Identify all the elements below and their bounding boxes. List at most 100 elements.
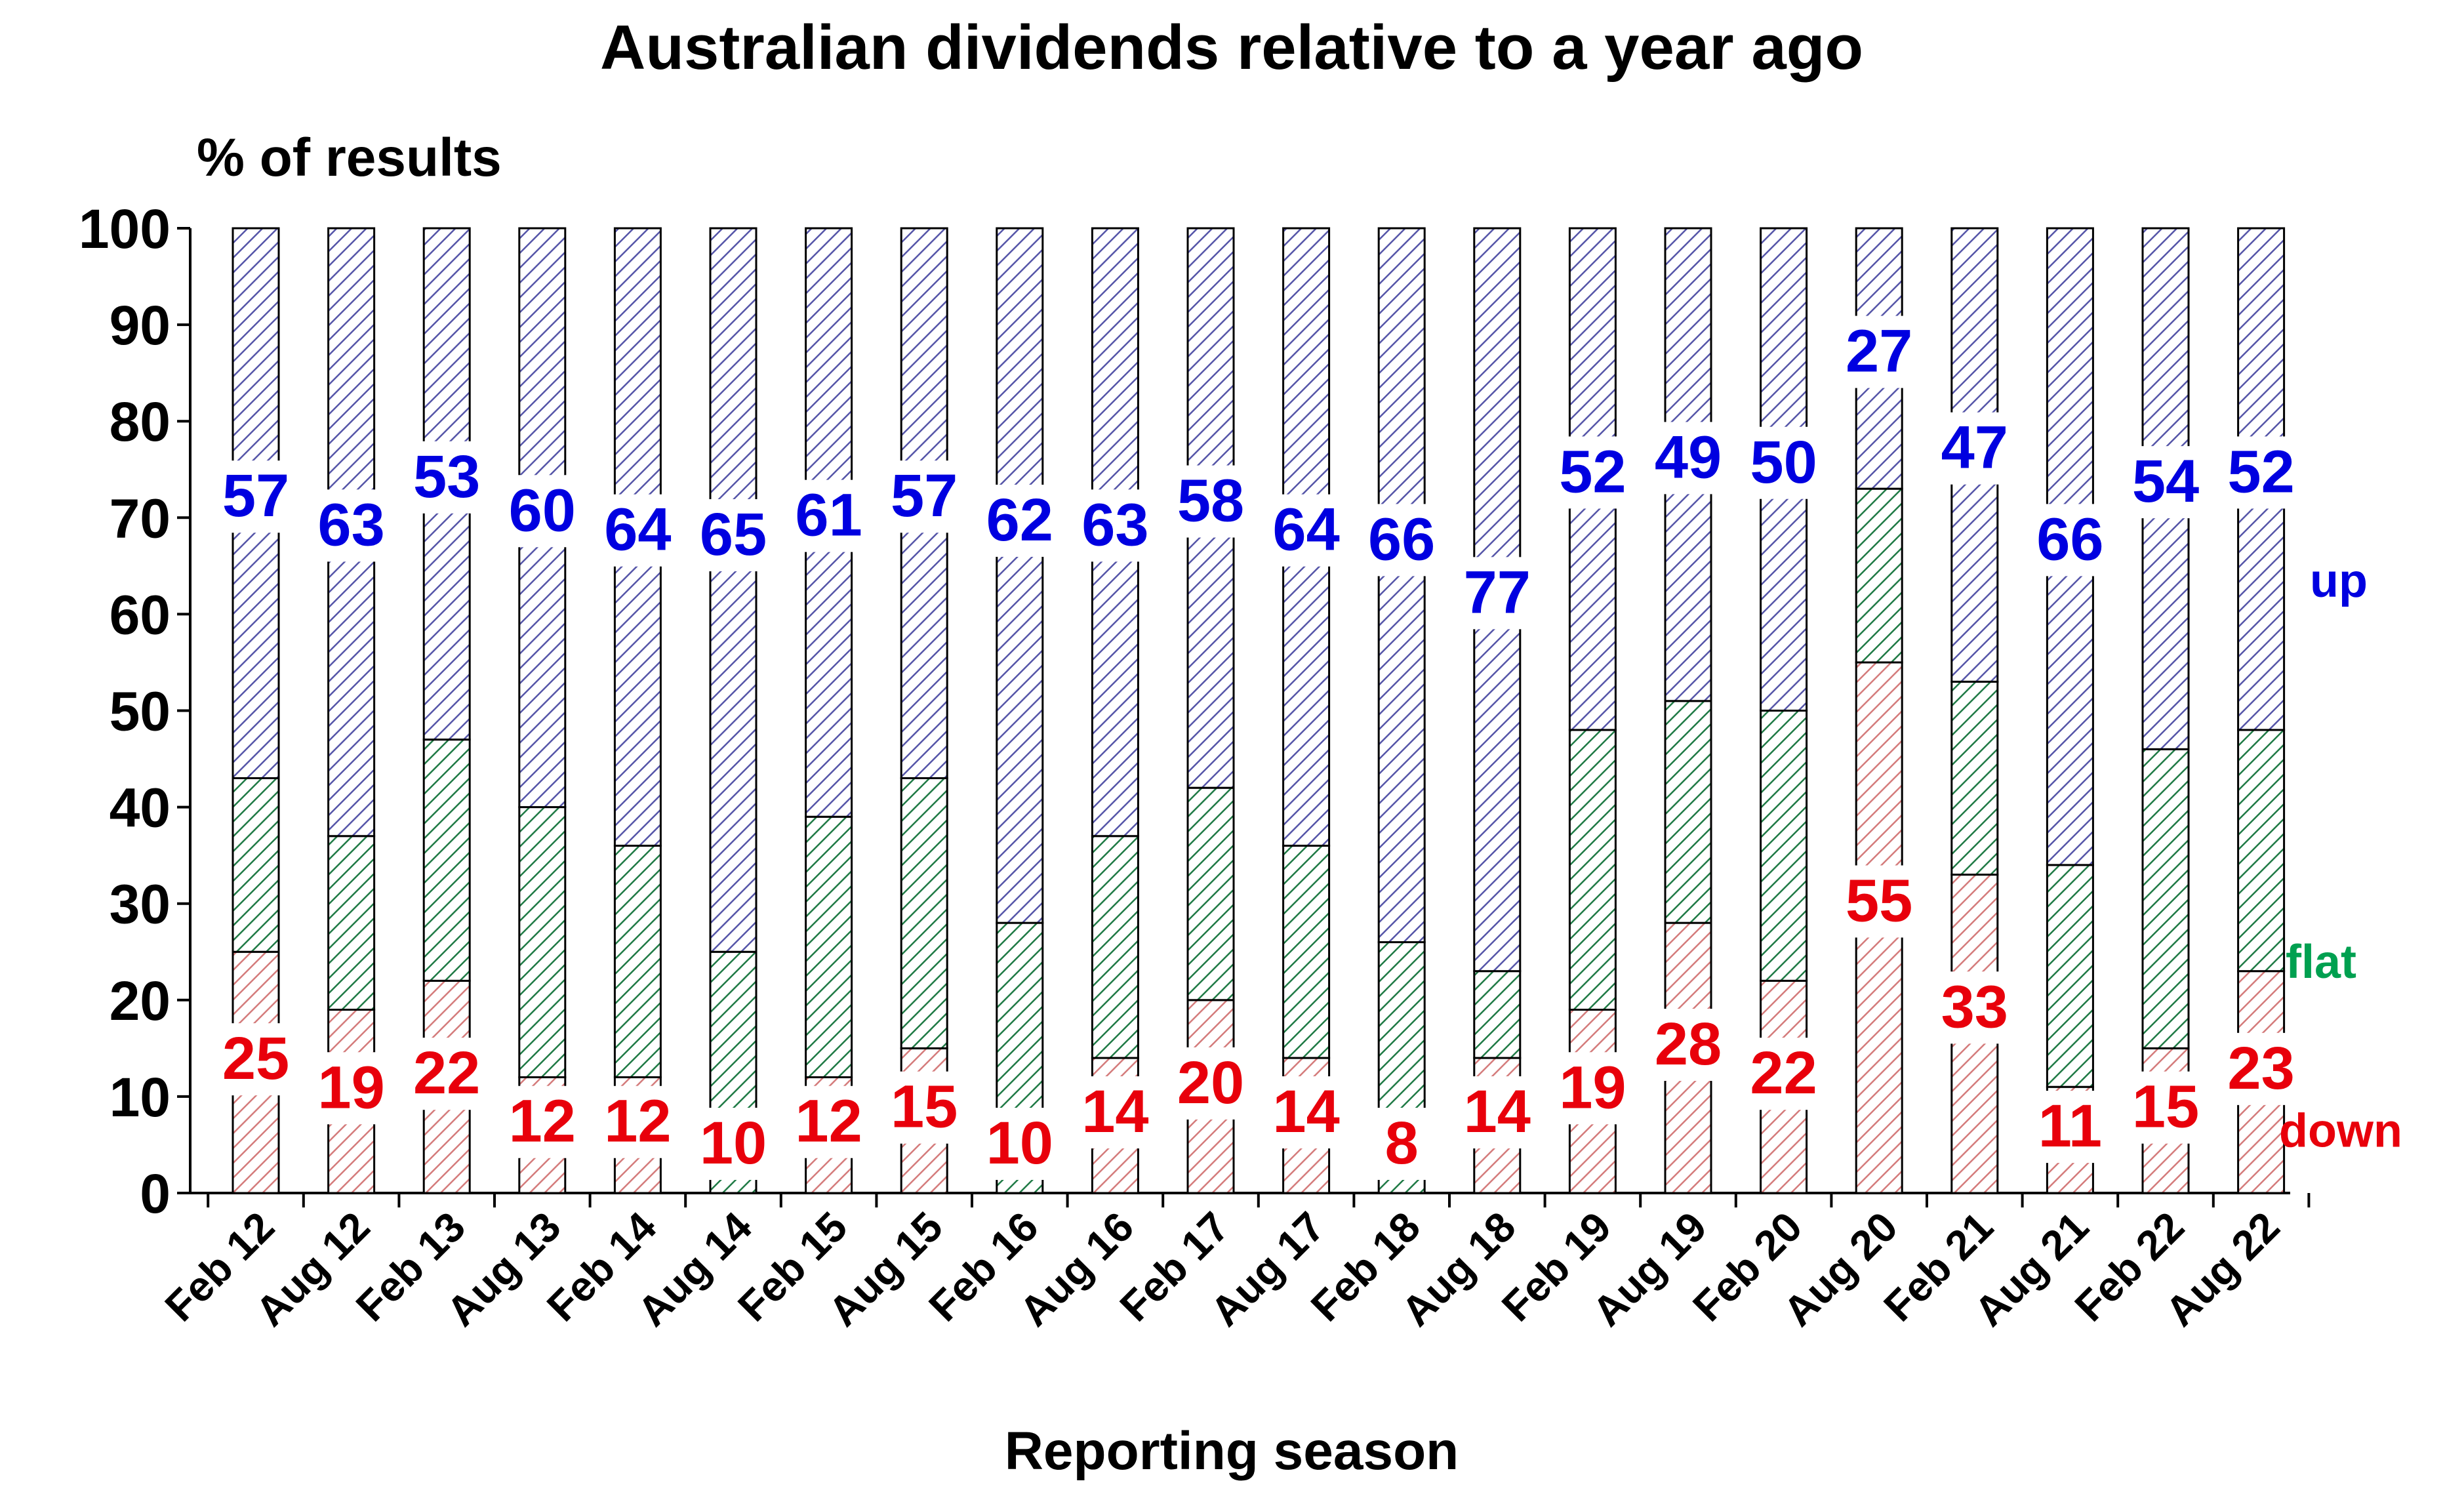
up-label-backing — [1540, 436, 1646, 509]
data-label-down: 10 — [700, 1110, 767, 1177]
data-label-down: 11 — [2038, 1093, 2102, 1160]
down-label-backing — [1827, 865, 1932, 938]
bar-flat — [1568, 729, 1617, 1011]
bar-flat — [1950, 680, 1999, 876]
x-axis-label: Reporting season — [1005, 1421, 1459, 1481]
bar-flat — [1091, 835, 1139, 1059]
down-label-backing — [967, 1108, 1072, 1180]
y-axis-label: % of results — [197, 128, 502, 188]
y-tick-label: 50 — [110, 681, 171, 742]
y-tick-label: 80 — [110, 391, 171, 453]
data-label-up: 54 — [2132, 448, 2199, 515]
down-label-backing — [1349, 1108, 1455, 1180]
down-label-backing — [2208, 1032, 2314, 1105]
data-label-up: 77 — [1464, 559, 1531, 626]
bar-flat — [2237, 729, 2286, 973]
data-label-down: 19 — [317, 1054, 384, 1121]
series-label-down: down — [2279, 1104, 2402, 1157]
bar-flat — [805, 815, 853, 1078]
data-label-down: 22 — [1750, 1040, 1817, 1106]
y-tick-label: 100 — [79, 198, 171, 260]
y-tick-label: 90 — [110, 294, 171, 356]
data-label-up: 63 — [317, 491, 384, 558]
data-label-up: 66 — [1368, 506, 1435, 573]
y-tick-label: 60 — [110, 584, 171, 645]
bar-flat — [422, 739, 471, 982]
bar-flat — [900, 777, 948, 1049]
data-label-down: 15 — [891, 1074, 958, 1141]
up-label-backing — [1636, 422, 1741, 495]
up-label-backing — [1253, 494, 1359, 567]
down-label-backing — [1922, 971, 2027, 1044]
down-label-backing — [872, 1071, 977, 1144]
up-label-backing — [394, 441, 500, 514]
bar-flat — [1664, 700, 1712, 924]
bar-flat — [1760, 710, 1808, 982]
data-label-down: 15 — [2132, 1074, 2199, 1141]
up-label-backing — [298, 489, 404, 562]
series-label-up: up — [2310, 555, 2368, 607]
down-label-backing — [1731, 1038, 1836, 1110]
data-label-up: 27 — [1846, 318, 1912, 385]
series-labels: up flat down — [2279, 555, 2402, 1157]
down-label-backing — [585, 1085, 691, 1158]
data-label-down: 28 — [1655, 1011, 1722, 1078]
data-label-down: 25 — [222, 1025, 289, 1092]
up-label-backing — [1444, 557, 1550, 630]
data-label-down: 23 — [2227, 1035, 2294, 1102]
data-label-down: 55 — [1846, 867, 1912, 934]
bar-flat — [1473, 970, 1522, 1059]
data-label-up: 49 — [1655, 424, 1722, 491]
up-label-backing — [1349, 504, 1455, 577]
y-axis-ticks: 0 10 20 30 40 50 60 70 80 90 100 — [79, 198, 190, 1225]
up-label-backing — [967, 485, 1072, 557]
down-label-backing — [298, 1052, 404, 1125]
data-label-up: 63 — [1081, 491, 1148, 558]
data-label-up: 61 — [795, 482, 862, 549]
up-label-backing — [489, 475, 595, 548]
data-label-up: 52 — [1559, 438, 1626, 505]
data-labels: 57 25 63 19 53 22 60 12 64 12 65 10 61 12 57 15 62 10 63 14… — [203, 315, 2314, 1180]
up-label-backing — [681, 499, 786, 572]
y-tick-label: 30 — [110, 874, 171, 935]
data-label-down: 22 — [413, 1040, 480, 1106]
data-label-up: 58 — [1177, 468, 1244, 535]
up-label-backing — [872, 460, 977, 533]
data-label-down: 14 — [1081, 1078, 1148, 1145]
down-label-backing — [681, 1108, 786, 1180]
bar-flat — [613, 844, 662, 1078]
down-label-backing — [1062, 1076, 1168, 1149]
up-label-backing — [2208, 436, 2314, 509]
data-label-up: 52 — [2227, 438, 2294, 505]
bar-flat — [518, 806, 567, 1078]
data-label-down: 10 — [986, 1110, 1053, 1177]
y-tick-label: 0 — [140, 1163, 171, 1225]
data-label-up: 65 — [700, 501, 767, 568]
up-label-backing — [1062, 489, 1168, 562]
bar-flat — [2141, 748, 2190, 1049]
down-label-backing — [1444, 1076, 1550, 1149]
y-tick-label: 20 — [110, 970, 171, 1032]
data-label-up: 66 — [2036, 506, 2103, 573]
up-label-backing — [2017, 504, 2123, 577]
up-label-backing — [776, 479, 881, 552]
up-label-backing — [203, 460, 308, 533]
series-label-flat: flat — [2286, 936, 2356, 988]
chart-title: Australian dividends relative to a year … — [600, 12, 1863, 83]
bar-up — [1377, 227, 1426, 944]
data-label-up: 57 — [891, 462, 958, 529]
up-label-backing — [1158, 465, 1263, 538]
data-label-down: 12 — [795, 1088, 862, 1155]
data-label-down: 12 — [604, 1088, 671, 1155]
y-tick-label: 10 — [110, 1066, 171, 1128]
data-label-down: 14 — [1272, 1078, 1339, 1145]
data-label-down: 19 — [1559, 1054, 1626, 1121]
data-label-up: 53 — [413, 443, 480, 510]
data-label-down: 12 — [509, 1088, 576, 1155]
up-label-backing — [1922, 412, 2027, 485]
bar-flat — [327, 835, 376, 1011]
data-label-up: 64 — [1272, 496, 1339, 563]
